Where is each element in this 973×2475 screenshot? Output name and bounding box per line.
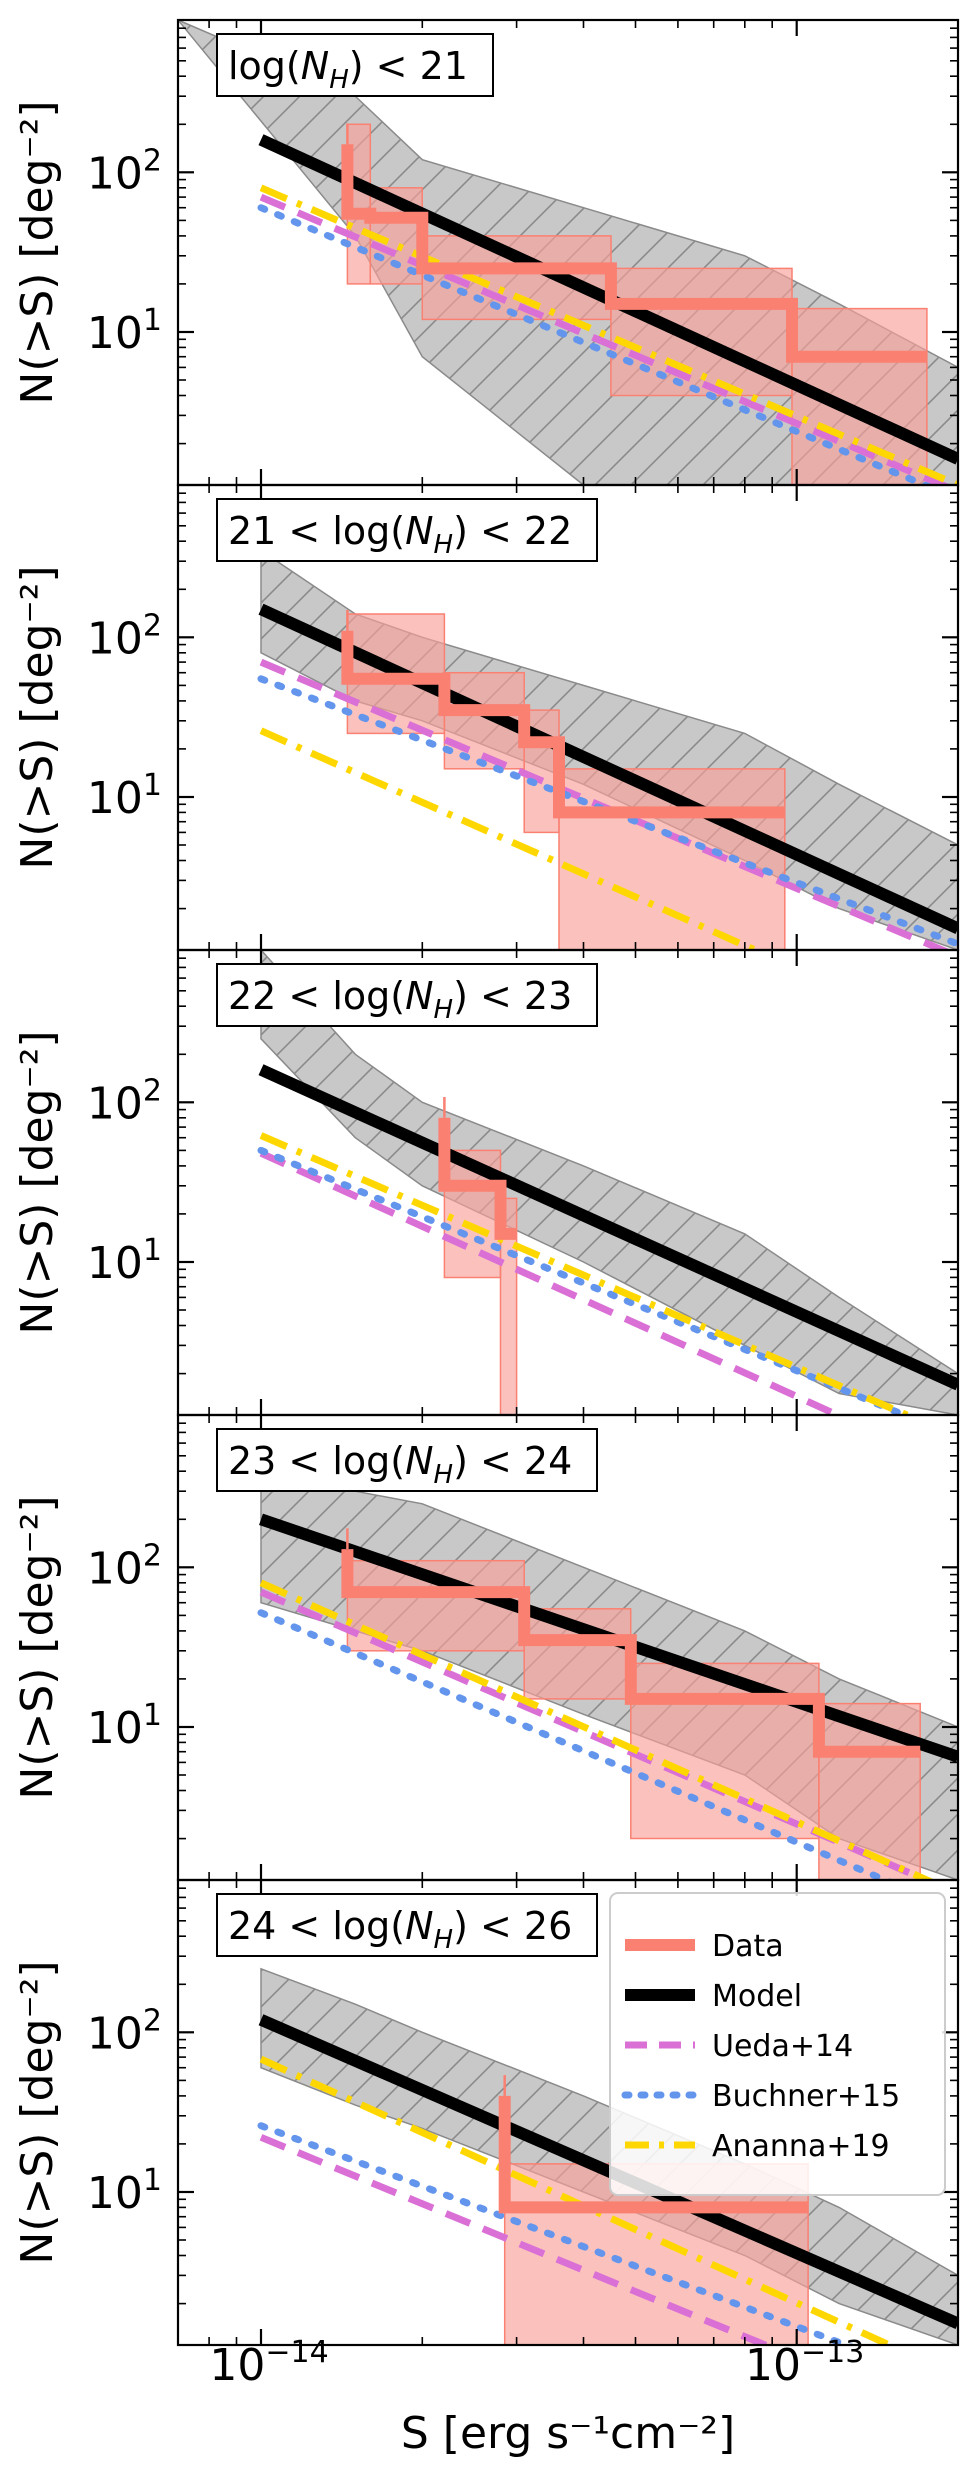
y-tick-label: 102	[87, 143, 162, 199]
ananna-line	[259, 1132, 916, 1415]
y-axis-label: N(>S) [deg⁻²]	[12, 1495, 63, 1799]
buchner-line	[257, 1609, 894, 1880]
buchner-line	[257, 675, 958, 948]
plot-area	[257, 549, 958, 950]
x-axis: S [erg s⁻¹cm⁻²] 10−14 10−13	[209, 2335, 864, 2459]
ananna-line	[259, 184, 958, 485]
nh-label-box	[216, 963, 598, 1027]
y-tick-label: 102	[87, 608, 162, 664]
y-tick-label: 101	[87, 303, 162, 359]
ueda-line	[259, 2134, 775, 2345]
panel-4: 102 101 N(>S) [deg⁻²] 23 < log(NH) < 24	[12, 1413, 960, 1882]
ananna-line	[259, 727, 764, 950]
nh-label: log(NH) < 21	[228, 44, 468, 95]
nh-label-box	[216, 1428, 598, 1492]
panel-3: 102 101 N(>S) [deg⁻²] 22 < log(NH) < 23	[12, 948, 960, 1417]
legend-label-data: Data	[712, 1929, 784, 1964]
buchner-line	[257, 204, 934, 485]
y-tick-label: 101	[87, 1698, 162, 1754]
nh-label: 22 < log(NH) < 23	[228, 974, 572, 1025]
plot-area	[178, 20, 958, 485]
model-band-hatch	[261, 950, 958, 1415]
nh-label: 21 < log(NH) < 22	[228, 509, 572, 560]
y-axis-label: N(>S) [deg⁻²]	[12, 565, 63, 869]
legend: Data Model Ueda+14 Buchner+15 Ananna+19	[609, 1892, 946, 2196]
panels-layer: 102 101 N(>S) [deg⁻²] log(NH) < 21 102 101 N(>…	[12, 18, 960, 2347]
y-axis-label: N(>S) [deg⁻²]	[12, 1030, 63, 1334]
y-tick-label: 102	[87, 1073, 162, 1129]
ananna-line	[259, 1579, 936, 1880]
nh-label-box	[216, 498, 598, 562]
ueda-line	[259, 193, 952, 485]
buchner-line	[257, 1146, 914, 1415]
data-line	[498, 2095, 809, 2214]
nh-label-box	[216, 33, 494, 97]
y-axis-label: N(>S) [deg⁻²]	[12, 1960, 63, 2264]
y-tick-label: 101	[87, 1233, 162, 1289]
y-axis-label: N(>S) [deg⁻²]	[12, 100, 63, 404]
x-axis-label: S [erg s⁻¹cm⁻²]	[401, 2408, 735, 2459]
legend-label-model: Model	[712, 1979, 802, 2014]
data-line	[341, 144, 927, 363]
nh-label: 23 < log(NH) < 24	[228, 1439, 572, 1490]
panel-frame	[176, 1878, 960, 2347]
model-line	[258, 603, 958, 934]
y-tick-label: 101	[87, 2163, 162, 2219]
data-band-box	[610, 267, 793, 397]
data-line	[341, 630, 785, 819]
panel-1: 102 101 N(>S) [deg⁻²] log(NH) < 21	[12, 18, 960, 487]
buchner-line	[257, 2122, 856, 2345]
panel-2: 102 101 N(>S) [deg⁻²] 21 < log(NH) < 22	[12, 483, 960, 952]
data-line	[438, 1117, 517, 1240]
x-tick-label: 10−14	[209, 2335, 328, 2391]
plot-area	[257, 1454, 958, 1880]
nh-label-box	[216, 1893, 598, 1957]
legend-label-ueda: Ueda+14	[712, 2029, 853, 2064]
ananna-line	[259, 2055, 898, 2345]
legend-label-ananna: Ananna+19	[712, 2129, 890, 2164]
model-line	[258, 1064, 958, 1391]
nh-label: 24 < log(NH) < 26	[228, 1904, 572, 1955]
legend-label-buchner: Buchner+15	[712, 2079, 900, 2114]
ueda-line	[259, 1150, 847, 1415]
y-tick-label: 102	[87, 2003, 162, 2059]
legend-frame	[609, 1892, 946, 2196]
ueda-line	[259, 1588, 935, 1880]
plot-area	[257, 950, 958, 1415]
x-tick-label: 10−13	[745, 2335, 864, 2391]
data-line	[341, 1549, 921, 1758]
y-tick-label: 102	[87, 1538, 162, 1594]
y-tick-label: 101	[87, 768, 162, 824]
